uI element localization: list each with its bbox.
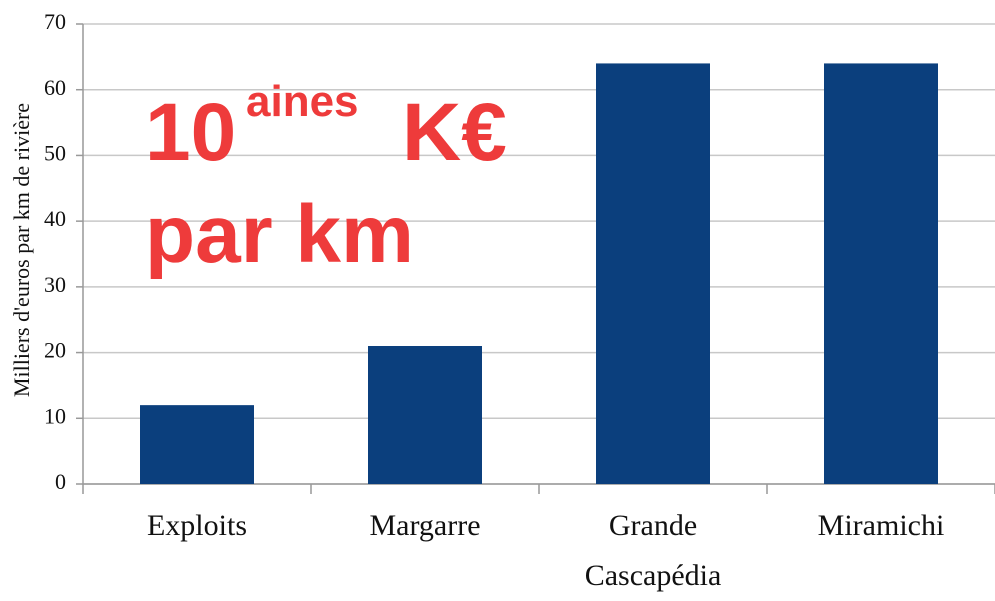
annotation-superscript: aines: [246, 77, 359, 126]
x-tick-label: Exploits: [147, 509, 247, 542]
y-tick-label: 70: [44, 9, 66, 34]
annotation-line2: par km: [145, 189, 414, 280]
y-tick-label: 10: [44, 403, 66, 428]
annotation-unit: K€: [402, 87, 507, 178]
y-tick-label: 50: [44, 140, 66, 165]
y-tick-label: 20: [44, 338, 66, 363]
x-tick-label: Margarre: [369, 509, 480, 542]
y-tick-label: 60: [44, 75, 66, 100]
bar: [368, 346, 482, 484]
bar: [140, 405, 254, 484]
bar: [596, 63, 710, 485]
y-tick-label: 0: [55, 469, 66, 494]
y-tick-label: 40: [44, 206, 66, 231]
x-tick-label: Miramichi: [818, 509, 945, 542]
bar: [824, 63, 938, 485]
x-tick-label: Grande Cascapédia: [585, 509, 722, 592]
y-tick-label: 30: [44, 272, 66, 297]
y-axis-label: Milliers d'euros par km de rivière: [9, 103, 34, 397]
annotation-number: 10: [145, 87, 236, 178]
